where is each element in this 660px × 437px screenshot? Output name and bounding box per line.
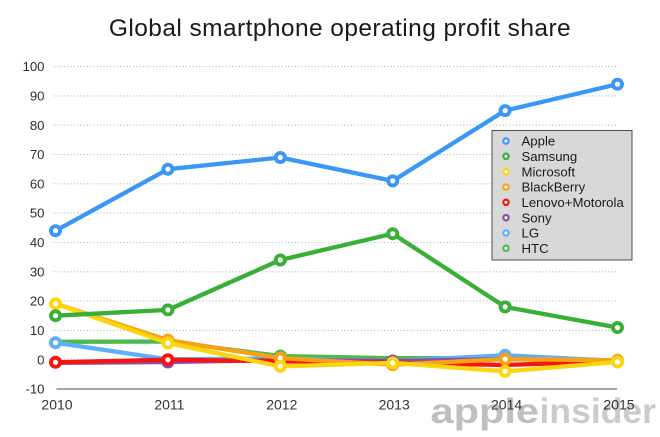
svg-text:0: 0 [37, 352, 44, 367]
svg-text:50: 50 [30, 206, 45, 221]
svg-text:Global smartphone operating pr: Global smartphone operating profit share [109, 15, 571, 42]
svg-text:Sony: Sony [522, 210, 552, 225]
svg-text:2011: 2011 [154, 396, 184, 412]
svg-text:HTC: HTC [522, 241, 550, 256]
svg-text:60: 60 [30, 176, 45, 191]
svg-text:Lenovo+Motorola: Lenovo+Motorola [522, 195, 625, 210]
svg-text:100: 100 [22, 59, 44, 74]
svg-text:2010: 2010 [41, 396, 72, 412]
svg-text:LG: LG [522, 226, 540, 241]
svg-text:Samsung: Samsung [522, 149, 578, 164]
svg-text:apple: apple [431, 391, 540, 431]
svg-text:70: 70 [30, 147, 45, 162]
svg-text:10: 10 [30, 323, 45, 338]
svg-text:BlackBerry: BlackBerry [522, 180, 586, 195]
svg-text:2014: 2014 [491, 396, 522, 412]
svg-text:90: 90 [30, 89, 45, 104]
svg-text:insider: insider [540, 391, 657, 431]
svg-text:40: 40 [30, 235, 45, 250]
svg-text:Apple: Apple [522, 134, 556, 149]
svg-text:2012: 2012 [266, 396, 297, 412]
svg-text:80: 80 [30, 118, 45, 133]
svg-text:2015: 2015 [603, 396, 634, 412]
svg-text:20: 20 [30, 294, 45, 309]
svg-text:-10: -10 [25, 382, 44, 397]
svg-text:30: 30 [30, 264, 45, 279]
svg-text:Microsoft: Microsoft [522, 164, 576, 179]
svg-text:2013: 2013 [379, 396, 410, 412]
